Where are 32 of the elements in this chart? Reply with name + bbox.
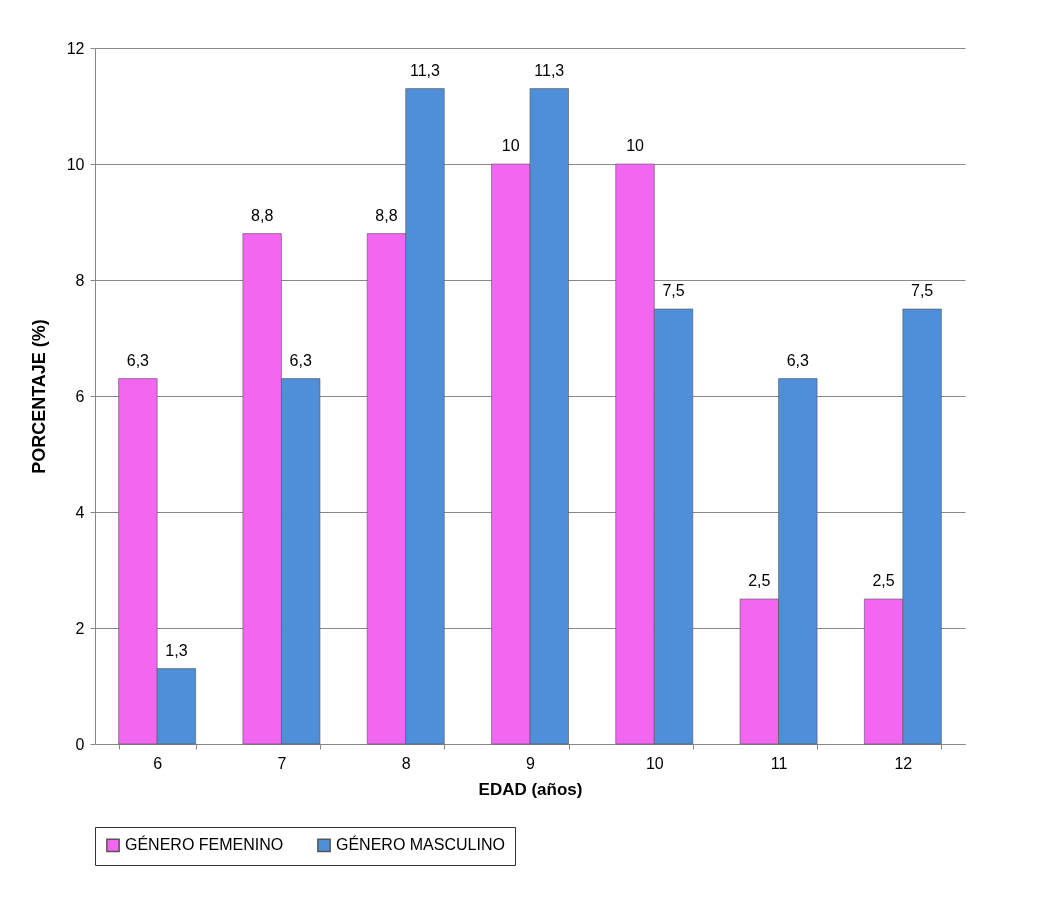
data-label: 2,5 xyxy=(748,572,771,589)
data-label: 1,3 xyxy=(165,641,188,659)
x-tick-label: 11 xyxy=(770,754,788,772)
x-tick-label: 7 xyxy=(277,754,287,772)
data-label: 7,5 xyxy=(911,282,934,299)
y-tick-label: 6 xyxy=(75,387,85,405)
y-axis-title: PORCENTAJE (%) xyxy=(28,319,49,474)
y-tick-label: 10 xyxy=(66,155,85,173)
x-tick-label: 10 xyxy=(645,754,664,772)
data-label: 8,8 xyxy=(251,206,274,224)
data-label: 11,3 xyxy=(410,61,441,79)
legend-label: GÉNERO FEMENINO xyxy=(125,835,284,854)
y-tick-label: 2 xyxy=(75,619,85,637)
data-label: 11,3 xyxy=(534,61,565,79)
data-label: 2,5 xyxy=(872,572,895,589)
data-label: 6,3 xyxy=(126,351,150,369)
data-label: 8,8 xyxy=(375,206,398,224)
data-label: 7,5 xyxy=(662,282,685,299)
y-tick-label: 12 xyxy=(66,39,85,57)
data-label: 10 xyxy=(501,137,520,154)
x-axis-title: EDAD (años) xyxy=(478,779,583,799)
data-label: 10 xyxy=(626,137,645,154)
legend-label: GÉNERO MASCULINO xyxy=(336,835,505,854)
data-label: 6,3 xyxy=(289,351,312,369)
data-label: 6,3 xyxy=(786,351,810,369)
y-tick-label: 0 xyxy=(75,735,85,753)
x-tick-label: 9 xyxy=(526,754,536,772)
x-tick-label: 8 xyxy=(401,754,411,772)
x-tick-label: 12 xyxy=(894,754,913,772)
x-tick-label: 6 xyxy=(153,754,163,772)
y-tick-label: 8 xyxy=(75,271,85,289)
y-tick-label: 4 xyxy=(75,503,85,521)
